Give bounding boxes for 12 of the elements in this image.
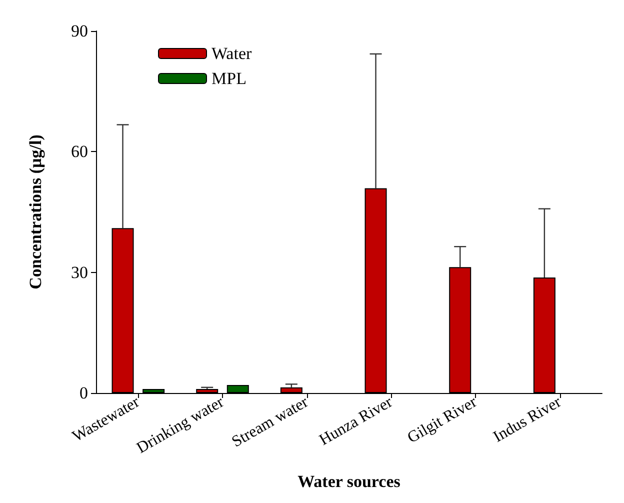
legend-label: MPL [212, 69, 246, 88]
legend-label: Water [212, 44, 252, 63]
y-tick-label: 60 [71, 142, 88, 162]
y-axis-title: Concentrations (µg/l) [26, 134, 45, 290]
x-tick-label: Gilgit River [404, 393, 480, 447]
x-tick-label: Indus River [490, 393, 565, 446]
x-tick-label: Hunza River [316, 393, 396, 449]
y-tick-label: 90 [71, 22, 88, 40]
x-axis-title: Water sources [298, 472, 401, 491]
y-tick-label: 0 [80, 384, 88, 402]
x-tick-label: Stream water [229, 393, 312, 451]
y-tick-label: 30 [71, 262, 88, 282]
